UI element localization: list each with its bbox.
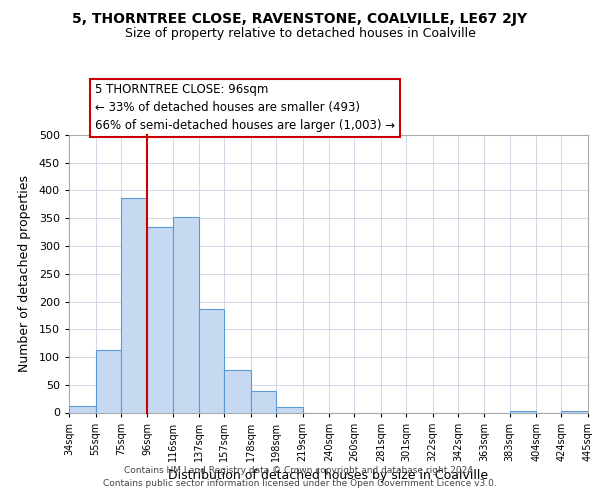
Bar <box>173 216 199 412</box>
Text: Size of property relative to detached houses in Coalville: Size of property relative to detached ho… <box>125 28 475 40</box>
Bar <box>95 350 121 412</box>
Bar <box>121 198 147 412</box>
Bar <box>224 370 251 412</box>
Bar <box>147 227 173 412</box>
Bar <box>251 391 276 412</box>
Bar <box>199 308 224 412</box>
X-axis label: Distribution of detached houses by size in Coalville: Distribution of detached houses by size … <box>169 469 488 482</box>
Text: 5 THORNTREE CLOSE: 96sqm
← 33% of detached houses are smaller (493)
66% of semi-: 5 THORNTREE CLOSE: 96sqm ← 33% of detach… <box>95 83 395 132</box>
Bar <box>276 407 302 412</box>
Y-axis label: Number of detached properties: Number of detached properties <box>17 176 31 372</box>
Text: Contains HM Land Registry data © Crown copyright and database right 2024.
Contai: Contains HM Land Registry data © Crown c… <box>103 466 497 487</box>
Text: 5, THORNTREE CLOSE, RAVENSTONE, COALVILLE, LE67 2JY: 5, THORNTREE CLOSE, RAVENSTONE, COALVILL… <box>73 12 527 26</box>
Bar <box>69 406 95 412</box>
